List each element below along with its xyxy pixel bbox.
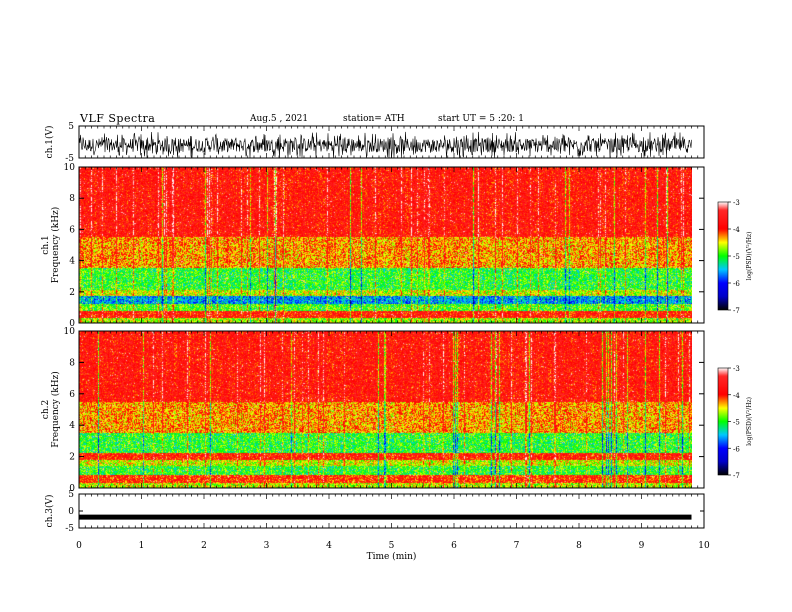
colorbar-ch1-label: log(PSD)(V²/Hz) (746, 232, 753, 281)
ch1-waveform (78, 131, 692, 159)
ch3-waveform (79, 514, 692, 520)
ch1-waveform-ytick-label: -5 (65, 154, 74, 164)
colorbar-ch1-tick-label: -3 (733, 199, 740, 207)
x-tick-label: 5 (389, 541, 395, 551)
colorbar-ch1-tick-label: -4 (733, 226, 740, 234)
colorbar-ch2-tick-label: -6 (733, 445, 740, 453)
colorbar-ch2-tick-label: -5 (733, 419, 740, 427)
ch2-spectrogram-ylabel-frequency: Frequency (kHz) (50, 371, 61, 448)
ch2-spectrogram-ytick-label: 8 (69, 358, 75, 368)
ch2-spectrogram (79, 331, 692, 488)
ch1-spectrogram-ytick-label: 6 (69, 225, 75, 235)
ch1-waveform-ylabel: ch.1(V) (44, 126, 55, 159)
x-tick-label: 3 (264, 541, 270, 551)
ch3-waveform-frame (78, 493, 705, 529)
ch1-spectrogram-ytick-label: 4 (69, 257, 75, 267)
ch1-spectrogram-ylabel-channel: ch.1 (41, 235, 51, 254)
ch2-spectrogram-ytick-label: 2 (69, 453, 75, 463)
colorbar-ch1 (718, 202, 728, 310)
ch2-spectrogram-ytick-label: 4 (69, 421, 75, 431)
colorbar-ch2-label: log(PSD)(V²/Hz) (746, 397, 753, 446)
chart-title: VLF Spectra (80, 112, 156, 125)
x-tick-label: 7 (514, 541, 520, 551)
date-label: Aug.5 , 2021 (250, 114, 309, 124)
ch3-waveform-ylabel: ch.3(V) (44, 495, 55, 528)
ch3-waveform-ytick-label: -5 (65, 524, 74, 534)
colorbar-ch2-tick-label: -4 (733, 392, 740, 400)
ch1-spectrogram-ylabel-frequency: Frequency (kHz) (50, 207, 61, 284)
ch1-waveform-trace (78, 131, 692, 159)
x-tick-label: 2 (201, 541, 207, 551)
colorbar-ch1-tick-label: -5 (733, 253, 740, 261)
ch3-waveform-ytick-label: 0 (68, 507, 74, 517)
x-tick-label: 4 (326, 541, 332, 551)
x-tick-label: 8 (576, 541, 582, 551)
ch1-spectrogram-ytick-label: 8 (69, 194, 75, 204)
ch2-spectrogram-ytick-label: 10 (64, 327, 76, 337)
ch2-spectrogram-ytick-label: 0 (69, 484, 75, 494)
ch1-waveform-ytick-label: 5 (68, 122, 74, 132)
x-axis-label: Time (min) (367, 551, 417, 562)
station-label: station= ATH (343, 114, 405, 124)
colorbar-ch1-tick-label: -7 (733, 307, 740, 315)
ch1-spectrogram (79, 167, 692, 323)
ch3-waveform-trace (79, 514, 692, 520)
x-tick-label: 9 (639, 541, 645, 551)
ch1-spectrogram-ytick-label: 10 (64, 163, 76, 173)
ch1-spectrogram-ytick-label: 0 (69, 319, 75, 329)
x-tick-label: 0 (76, 541, 82, 551)
ch2-spectrogram-ytick-label: 6 (69, 390, 75, 400)
ch3-waveform-ytick-label: 5 (68, 490, 74, 500)
x-tick-label: 10 (698, 541, 710, 551)
colorbar-ch1-tick-label: -6 (733, 280, 740, 288)
ch2-spectrogram-ylabel-channel: ch.2 (41, 400, 51, 419)
colorbar-ch2-tick-label: -7 (733, 472, 740, 480)
x-tick-label: 6 (451, 541, 457, 551)
start-ut-label: start UT = 5 :20: 1 (438, 114, 524, 124)
ch1-spectrogram-ytick-label: 2 (69, 288, 75, 298)
colorbar-ch2 (718, 368, 728, 475)
x-tick-label: 1 (139, 541, 145, 551)
colorbar-ch2-tick-label: -3 (733, 365, 740, 373)
